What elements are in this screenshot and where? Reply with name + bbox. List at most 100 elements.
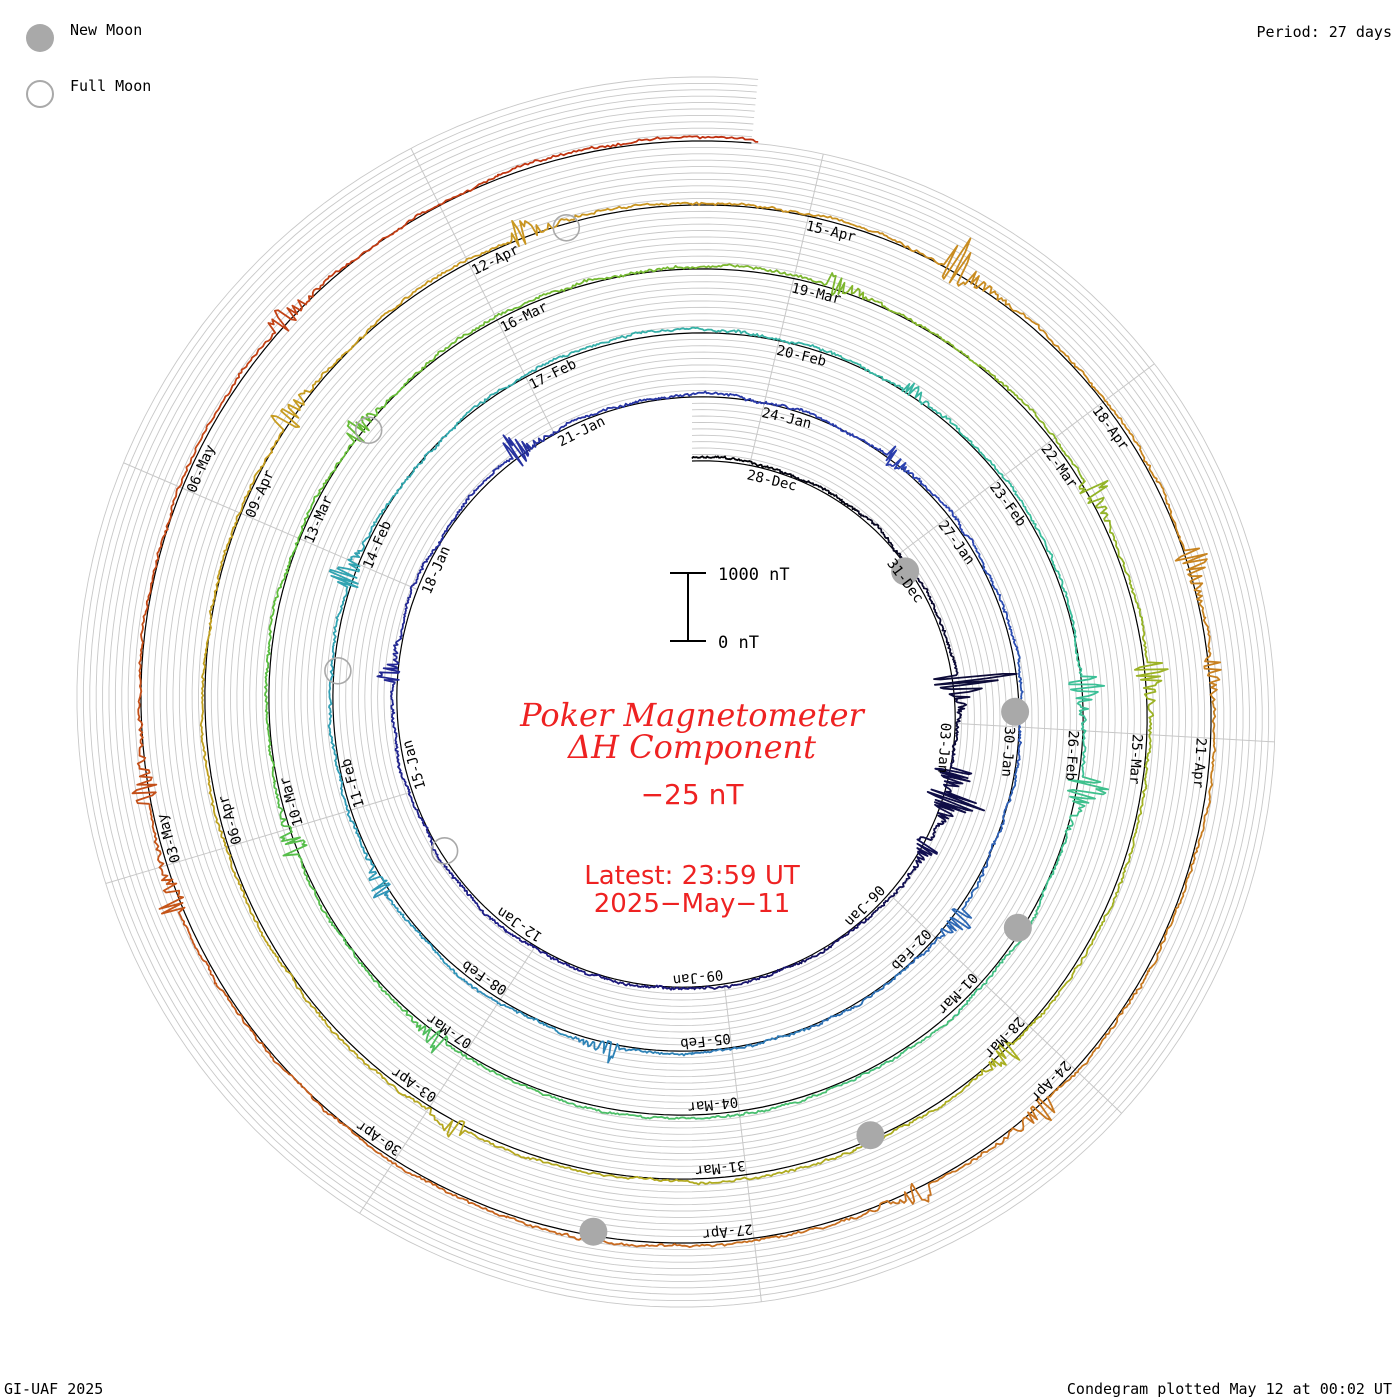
trace-segment	[428, 471, 496, 558]
trace-segment	[373, 882, 466, 981]
full-moon-marker	[354, 416, 383, 445]
date-label: 14-Feb	[360, 519, 395, 572]
trace-segment	[933, 660, 1018, 755]
date-label: 18-Jan	[419, 544, 454, 597]
trace-segment	[327, 917, 427, 1032]
trace-segment	[263, 325, 373, 463]
day-spoke	[289, 809, 352, 829]
day-spoke	[1102, 363, 1155, 403]
trace-segment	[972, 544, 1019, 652]
legend-new-moon: New Moon	[26, 10, 151, 66]
day-spoke	[525, 376, 555, 435]
trace-segment	[370, 220, 520, 328]
date-label: 06-May	[184, 443, 219, 496]
day-spoke	[731, 1047, 740, 1112]
day-spoke	[1146, 733, 1211, 739]
gridline	[127, 127, 1225, 1257]
trace-segment	[505, 929, 596, 977]
trace-segment	[988, 938, 1095, 1068]
new-moon-marker	[1001, 697, 1030, 726]
date-label: 31-Mar	[694, 1157, 746, 1179]
trace-segment	[691, 201, 867, 231]
trace-segment	[268, 492, 320, 635]
gridline	[121, 121, 1231, 1263]
date-label: 04-Mar	[687, 1093, 739, 1115]
gridline	[82, 82, 1270, 1302]
date-label: 05-Feb	[679, 1030, 731, 1052]
date-label: 21-Jan	[555, 413, 607, 450]
day-spoke	[410, 148, 441, 206]
full-moon-icon	[26, 80, 54, 108]
day-spoke	[897, 516, 950, 556]
trace-segment	[584, 393, 693, 418]
plotted-label: Condegram plotted May 12 at 00:02 UT	[1066, 1380, 1392, 1398]
trace-segment	[1139, 448, 1208, 618]
trace-segment	[327, 644, 339, 772]
date-label: 26-Feb	[1062, 730, 1081, 781]
trace-segment	[691, 965, 788, 991]
day-spoke	[105, 864, 168, 885]
trace-segment	[691, 1027, 810, 1055]
full-moon-marker	[324, 656, 352, 685]
full-moon-marker	[430, 837, 459, 865]
new-moon-marker	[891, 557, 920, 586]
legend-full-moon-label: Full Moon	[70, 77, 152, 95]
day-spoke	[763, 340, 780, 404]
trace-segment	[209, 792, 273, 952]
moon-markers	[324, 213, 1032, 1246]
trace-segment	[492, 415, 587, 474]
trace-segment	[1202, 616, 1222, 800]
trace-segment	[799, 407, 902, 467]
gridline	[102, 102, 1250, 1282]
day-spoke	[753, 1238, 762, 1302]
trace-segment	[821, 348, 940, 414]
trace-segment	[264, 632, 277, 783]
baseline	[140, 140, 1212, 1244]
new-moon-marker	[1003, 913, 1032, 942]
day-spoke	[464, 999, 501, 1054]
credit-label: GI-UAF 2025	[4, 1380, 104, 1398]
day-spoke	[467, 262, 498, 321]
scale-bar: 1000 nT 0 nT	[670, 565, 790, 653]
chart-title: Poker Magnetometer	[519, 696, 865, 734]
chart-subtitle: ΔH Component	[566, 728, 816, 766]
trace-segment	[786, 917, 870, 969]
trace-segment	[205, 275, 330, 429]
legend-new-moon-label: New Moon	[70, 21, 143, 39]
trace-segment	[907, 874, 984, 967]
trace-segment	[571, 1036, 693, 1064]
date-label: 30-Jan	[998, 726, 1017, 777]
trace-segment	[691, 263, 846, 297]
trace-segment	[938, 412, 1030, 515]
day-spoke	[746, 1174, 755, 1239]
trace-segment	[271, 950, 384, 1079]
trace-segment	[1036, 775, 1109, 909]
day-spokes	[105, 148, 1275, 1302]
trace-segment	[392, 555, 430, 657]
day-spoke	[1028, 1025, 1076, 1070]
date-label: 13-Mar	[302, 493, 337, 546]
trace-segment	[328, 175, 499, 278]
day-spoke	[1210, 737, 1275, 743]
trace-segment	[919, 753, 985, 841]
trace-segment	[550, 1095, 693, 1120]
day-spoke	[723, 983, 733, 1048]
day-spoke	[1082, 730, 1147, 735]
period-label: Period: 27 days	[1256, 23, 1392, 41]
trace-segment	[841, 284, 980, 368]
latest-time: Latest: 23:59 UT	[584, 861, 800, 891]
date-label: 01-Mar	[934, 969, 980, 1017]
legend-full-moon: Full Moon	[26, 66, 151, 122]
trace-segment	[541, 265, 693, 297]
trace-segment	[318, 375, 415, 495]
day-spoke	[439, 205, 469, 263]
date-label: 25-Mar	[1126, 733, 1145, 784]
trace-segment	[527, 1156, 693, 1184]
trace-segment	[412, 294, 542, 377]
trace-segment	[893, 458, 975, 546]
date-label: 03-Jan	[934, 722, 953, 773]
day-spoke	[749, 402, 765, 466]
trace-segment	[594, 973, 693, 991]
date-label: 09-Jan	[672, 966, 724, 988]
